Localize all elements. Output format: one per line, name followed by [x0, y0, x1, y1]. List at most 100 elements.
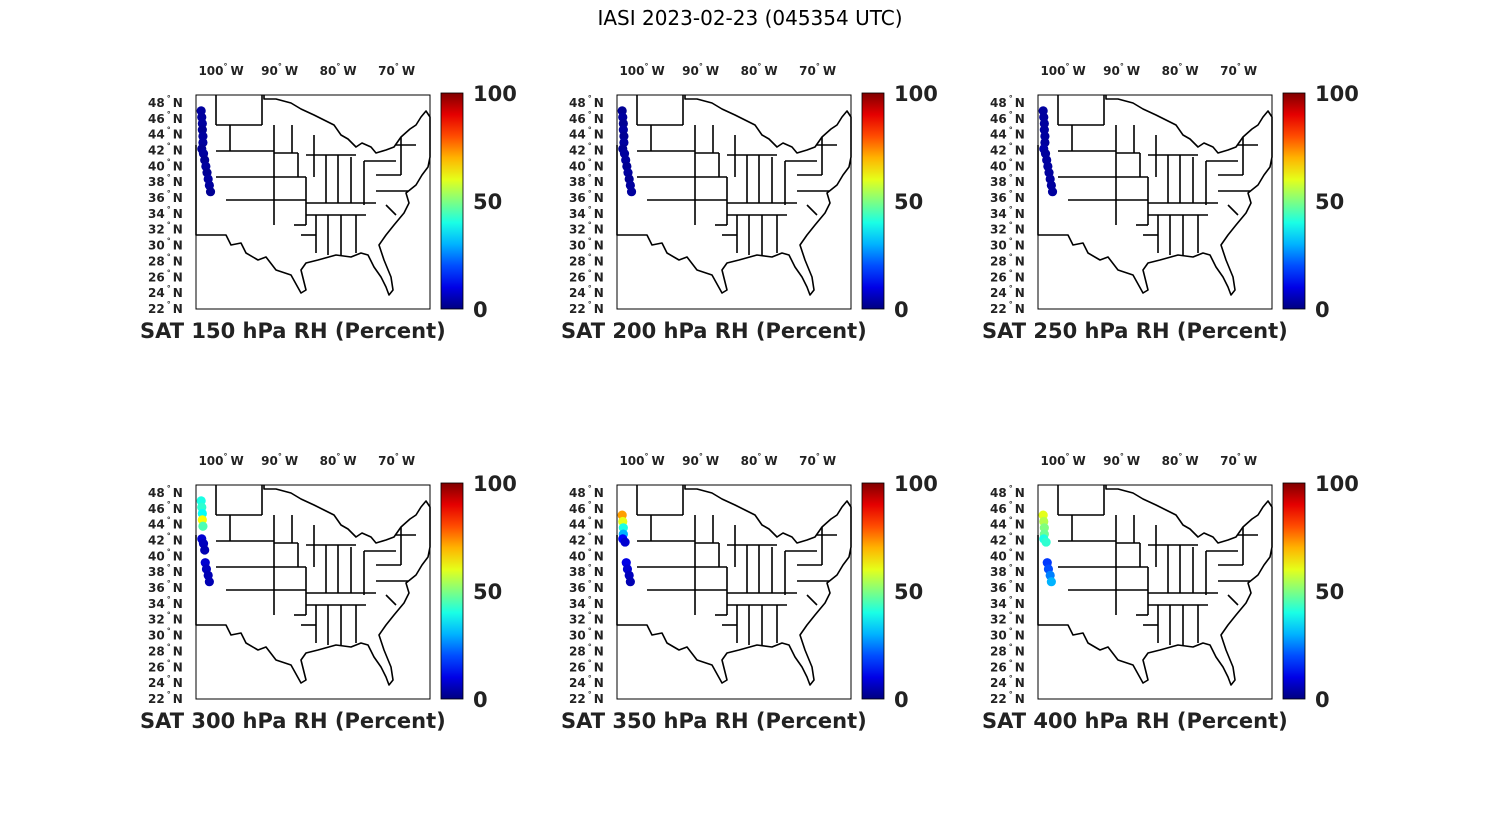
coastline	[1037, 485, 1273, 686]
state-border	[385, 594, 397, 606]
colorbar-tick-label: 100	[473, 82, 517, 106]
colorbar-tick-label: 100	[894, 472, 938, 496]
lon-tick-label: 90° W	[261, 452, 298, 468]
lat-tick-label: 46 ° N	[148, 110, 183, 126]
lat-tick-label: 22 ° N	[148, 690, 183, 706]
panel-caption: SAT 300 hPa RH (Percent)	[140, 709, 446, 733]
panel-caption: SAT 400 hPa RH (Percent)	[982, 709, 1288, 733]
lon-tick-label: 90° W	[1103, 62, 1140, 78]
lon-tick-label: 80° W	[741, 452, 778, 468]
coastline	[1037, 95, 1273, 296]
lat-tick-label: 30 ° N	[148, 627, 183, 643]
lon-tick-label: 80° W	[320, 452, 357, 468]
map-plot: 100° W 90° W 80° W 70° W48 ° N46 ° N44 ° N42 ° N40 ° N38 °…	[148, 62, 517, 322]
data-point	[204, 577, 214, 587]
lon-tick-label: 70° W	[378, 452, 415, 468]
map-plot: 100° W 90° W 80° W 70° W48 ° N46 ° N44 ° N42 ° N40 ° N38 °…	[569, 62, 938, 322]
colorbar-tick-label: 0	[1315, 688, 1330, 712]
lon-tick-label: 90° W	[682, 452, 719, 468]
lat-tick-label: 32 ° N	[148, 611, 183, 627]
colorbar-tick-label: 50	[473, 580, 502, 604]
lat-tick-label: 36 ° N	[148, 189, 183, 205]
panel-caption: SAT 250 hPa RH (Percent)	[982, 319, 1288, 343]
data-point	[618, 523, 628, 533]
state-border	[385, 204, 397, 216]
colorbar-tick-label: 50	[473, 190, 502, 214]
data-point	[1047, 187, 1058, 197]
lat-tick-label: 24 ° N	[148, 284, 183, 300]
map-plot: 100° W 90° W 80° W 70° W48 ° N46 ° N44 ° N42 ° N40 ° N38 °…	[148, 452, 517, 712]
lat-tick-label: 46 ° N	[148, 500, 183, 516]
lat-tick-label: 42 ° N	[148, 531, 183, 547]
figure-title: IASI 2023-02-23 (045354 UTC)	[597, 6, 903, 30]
lat-tick-label: 36 ° N	[148, 579, 183, 595]
colorbar	[1282, 92, 1306, 310]
colorbar	[440, 92, 464, 310]
lat-tick-label: 26 ° N	[148, 658, 183, 674]
lon-tick-label: 70° W	[1220, 62, 1257, 78]
lat-tick-label: 34 ° N	[148, 595, 183, 611]
state-boundaries	[1037, 95, 1273, 296]
lat-tick-label: 44 ° N	[148, 126, 183, 142]
lon-tick-label: 90° W	[682, 62, 719, 78]
colorbar-tick-label: 0	[1315, 298, 1330, 322]
lat-tick-label: 42 ° N	[148, 141, 183, 157]
lon-tick-label: 80° W	[1162, 62, 1199, 78]
colorbar	[440, 482, 464, 700]
map-panel: 100° W 90° W 80° W 70° W 48 ° N 46 ° N 44 ° N 42 ° N 40 ° N 38 °…	[982, 452, 1458, 785]
lat-tick-label: 38 ° N	[148, 563, 183, 579]
map-plot: 100° W 90° W 80° W 70° W48 ° N46 ° N44 ° N42 ° N40 ° N38 °…	[990, 452, 1359, 712]
map-frame	[1037, 94, 1273, 310]
lat-tick-label: 28 ° N	[148, 642, 183, 658]
state-boundaries	[616, 95, 852, 296]
map-panel: 100° W 90° W 80° W 70° W 48 ° N 46 ° N 44 ° N 42 ° N 40 ° N 38 °…	[561, 452, 1037, 785]
lon-tick-label: 100° W	[619, 452, 664, 468]
colorbar-tick-label: 100	[473, 472, 517, 496]
data-point	[626, 187, 637, 197]
colorbar-tick-label: 100	[1315, 472, 1359, 496]
state-border	[806, 204, 818, 216]
coastline	[616, 485, 852, 686]
lon-tick-label: 70° W	[799, 62, 836, 78]
lat-tick-label: 40 ° N	[148, 157, 183, 173]
lat-tick-label: 24 ° N	[148, 674, 183, 690]
map-frame	[1037, 484, 1273, 700]
state-border	[1227, 594, 1239, 606]
data-point	[198, 521, 208, 531]
panel-caption: SAT 350 hPa RH (Percent)	[561, 709, 867, 733]
colorbar-tick-label: 100	[894, 82, 938, 106]
lon-tick-label: 80° W	[320, 62, 357, 78]
state-border	[1227, 204, 1239, 216]
coastline	[616, 95, 852, 296]
data-point	[198, 131, 208, 141]
data-point	[1039, 118, 1049, 129]
data-point	[1040, 131, 1050, 141]
coastline	[195, 95, 431, 296]
colorbar-tick-label: 50	[1315, 580, 1344, 604]
map-frame	[195, 94, 431, 310]
panel-caption: SAT 150 hPa RH (Percent)	[140, 319, 446, 343]
state-border	[806, 594, 818, 606]
lon-tick-label: 100° W	[1040, 452, 1085, 468]
data-point	[1041, 537, 1051, 547]
map-frame	[616, 484, 852, 700]
colorbar-tick-label: 50	[894, 190, 923, 214]
state-boundaries	[195, 485, 431, 686]
data-point	[618, 118, 628, 129]
lat-tick-label: 38 ° N	[148, 173, 183, 189]
colorbar-tick-label: 50	[1315, 190, 1344, 214]
state-boundaries	[195, 95, 431, 296]
data-point	[200, 545, 210, 555]
data-point	[625, 577, 635, 587]
lat-tick-label: 34 ° N	[148, 205, 183, 221]
map-panel: 100° W 90° W 80° W 70° W 48 ° N 46 ° N 44 ° N 42 ° N 40 ° N 38 °…	[982, 62, 1458, 395]
map-panel: 100° W 90° W 80° W 70° W 48 ° N 46 ° N 44 ° N 42 ° N 40 ° N 38 °…	[140, 62, 616, 395]
data-point	[197, 118, 207, 129]
lon-tick-label: 100° W	[198, 452, 243, 468]
data-point	[205, 187, 216, 197]
data-point	[197, 508, 207, 519]
coastline	[195, 485, 431, 686]
colorbar-tick-label: 0	[473, 298, 488, 322]
colorbar-tick-label: 0	[894, 688, 909, 712]
map-panel: 100° W 90° W 80° W 70° W 48 ° N 46 ° N 44 ° N 42 ° N 40 ° N 38 °…	[561, 62, 1037, 395]
